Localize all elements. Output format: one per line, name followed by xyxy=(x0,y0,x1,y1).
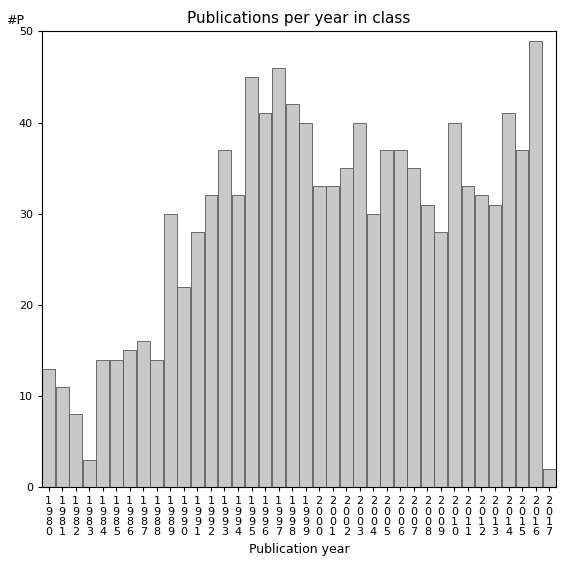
Bar xyxy=(110,359,122,487)
Bar xyxy=(394,150,407,487)
Bar xyxy=(272,68,285,487)
Bar xyxy=(124,350,136,487)
Bar xyxy=(353,122,366,487)
Bar xyxy=(367,214,380,487)
Bar xyxy=(421,205,434,487)
Bar xyxy=(56,387,69,487)
Bar xyxy=(83,460,96,487)
Bar xyxy=(177,286,191,487)
Bar xyxy=(218,150,231,487)
Text: #P: #P xyxy=(6,14,24,27)
Bar xyxy=(69,414,82,487)
Bar xyxy=(313,187,325,487)
Bar xyxy=(96,359,109,487)
Bar xyxy=(205,196,217,487)
Bar xyxy=(462,187,475,487)
Bar xyxy=(408,168,420,487)
Bar xyxy=(380,150,393,487)
Bar xyxy=(231,196,244,487)
Bar xyxy=(286,104,299,487)
Bar xyxy=(515,150,528,487)
Bar xyxy=(191,232,204,487)
Bar xyxy=(150,359,163,487)
Bar xyxy=(259,113,272,487)
Bar xyxy=(502,113,515,487)
Bar xyxy=(448,122,461,487)
Bar xyxy=(543,469,556,487)
Bar xyxy=(137,341,150,487)
Bar xyxy=(340,168,353,487)
Bar xyxy=(164,214,177,487)
Title: Publications per year in class: Publications per year in class xyxy=(187,11,411,26)
Bar xyxy=(42,369,55,487)
Bar xyxy=(299,122,312,487)
Bar xyxy=(475,196,488,487)
X-axis label: Publication year: Publication year xyxy=(248,543,349,556)
Bar xyxy=(326,187,339,487)
Bar xyxy=(434,232,447,487)
Bar xyxy=(489,205,501,487)
Bar xyxy=(529,41,542,487)
Bar xyxy=(245,77,258,487)
